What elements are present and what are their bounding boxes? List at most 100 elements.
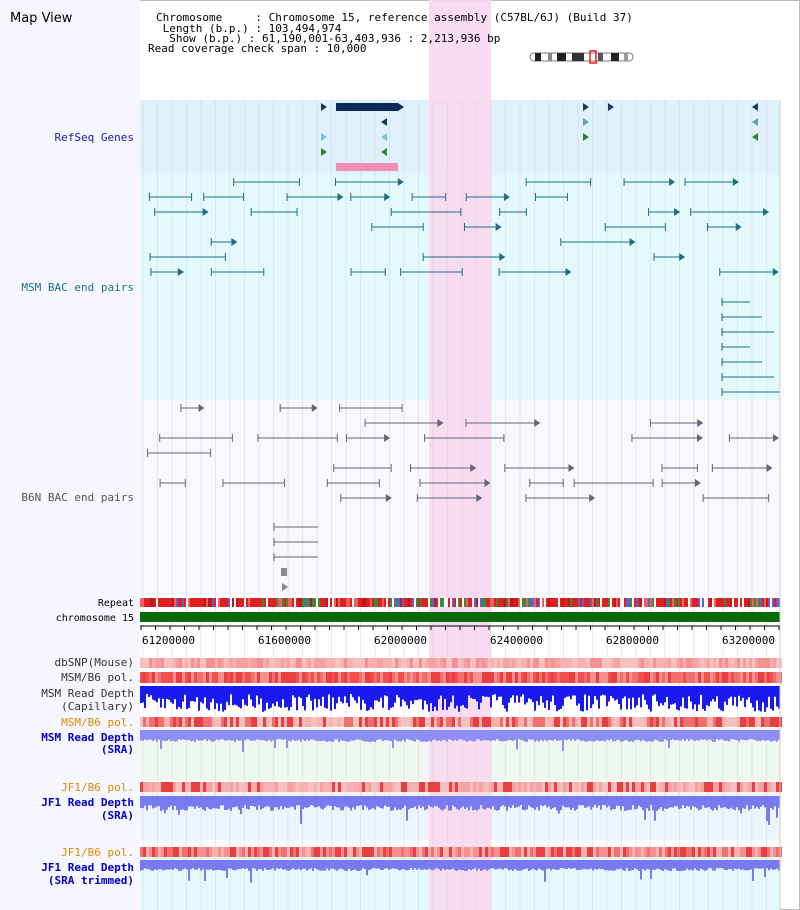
polymorphism-cell bbox=[365, 658, 368, 668]
polymorphism-cell bbox=[149, 672, 152, 683]
repeat-element bbox=[496, 598, 498, 607]
depth-bar bbox=[226, 730, 228, 741]
depth-bar bbox=[448, 796, 450, 811]
depth-bar bbox=[438, 730, 440, 741]
depth-bar bbox=[696, 860, 698, 871]
depth-bar bbox=[552, 730, 554, 741]
depth-bar bbox=[716, 796, 718, 811]
polymorphism-cell bbox=[215, 672, 218, 683]
depth-bar bbox=[176, 686, 178, 710]
depth-bar bbox=[770, 730, 772, 742]
depth-bar bbox=[144, 860, 146, 869]
polymorphism-cell bbox=[500, 672, 503, 683]
ideogram-band bbox=[535, 53, 541, 61]
repeat-element bbox=[734, 598, 736, 607]
polymorphism-cell bbox=[302, 782, 305, 792]
repeat-element bbox=[492, 598, 494, 607]
depth-bar bbox=[764, 730, 766, 741]
depth-bar bbox=[286, 730, 288, 749]
depth-bar bbox=[400, 730, 402, 742]
depth-bar bbox=[746, 730, 748, 741]
depth-bar bbox=[230, 796, 232, 811]
repeat-element bbox=[764, 598, 766, 607]
depth-bar bbox=[508, 730, 510, 741]
depth-bar bbox=[508, 860, 510, 871]
polymorphism-cell bbox=[452, 658, 455, 668]
polymorphism-cell bbox=[383, 672, 386, 683]
polymorphism-cell bbox=[623, 847, 626, 857]
depth-bar bbox=[144, 796, 146, 806]
polymorphism-cell bbox=[443, 672, 446, 683]
repeat-element bbox=[372, 598, 374, 607]
repeat-element bbox=[758, 598, 760, 607]
depth-bar bbox=[714, 860, 716, 871]
depth-bar bbox=[168, 730, 170, 740]
depth-bar bbox=[580, 860, 582, 870]
depth-bar bbox=[634, 730, 636, 741]
depth-bar bbox=[338, 686, 340, 697]
repeat-element bbox=[252, 598, 254, 607]
polymorphism-cell bbox=[152, 782, 155, 792]
depth-bar bbox=[654, 860, 656, 870]
depth-bar bbox=[208, 860, 210, 870]
repeat-element bbox=[248, 598, 250, 607]
depth-bar bbox=[346, 860, 348, 871]
polymorphism-cell bbox=[518, 847, 521, 857]
depth-bar bbox=[638, 730, 640, 740]
polymorphism-cell bbox=[398, 782, 401, 792]
chromosome-ideogram[interactable] bbox=[529, 50, 634, 64]
depth-bar bbox=[312, 730, 314, 740]
polymorphism-cell bbox=[629, 847, 632, 857]
b6n-bac-track[interactable] bbox=[146, 404, 779, 591]
polymorphism-cell bbox=[572, 847, 575, 857]
repeat-element bbox=[332, 598, 334, 607]
depth-bar bbox=[282, 686, 284, 700]
depth-bar bbox=[406, 686, 408, 706]
repeat-element bbox=[266, 598, 268, 607]
polymorphism-cell bbox=[305, 847, 308, 857]
repeat-element bbox=[708, 598, 710, 607]
depth-bar bbox=[156, 860, 158, 871]
polymorphism-cell bbox=[239, 782, 242, 792]
depth-bar bbox=[606, 686, 608, 707]
polymorphism-cell bbox=[464, 847, 467, 857]
depth-bar bbox=[364, 796, 366, 806]
polymorphism-cell bbox=[644, 782, 647, 792]
repeat-element bbox=[458, 598, 460, 607]
polymorphism-cell bbox=[680, 847, 683, 857]
polymorphism-cell bbox=[734, 847, 737, 857]
highlight-region[interactable] bbox=[429, 0, 491, 910]
depth-bar bbox=[188, 860, 190, 881]
depth-bar bbox=[610, 860, 612, 871]
polymorphism-cell bbox=[671, 658, 674, 668]
depth-bar bbox=[712, 860, 714, 871]
polymorphism-cell bbox=[476, 672, 479, 683]
depth-bar bbox=[722, 796, 724, 808]
repeat-element bbox=[398, 598, 400, 607]
repeat-element bbox=[346, 598, 348, 607]
depth-bar bbox=[228, 730, 230, 741]
polymorphism-cell bbox=[719, 847, 722, 857]
refseq-genes-track[interactable] bbox=[321, 103, 758, 171]
msm-bac-track[interactable] bbox=[148, 178, 780, 396]
depth-bar bbox=[686, 796, 688, 807]
polymorphism-cell bbox=[683, 658, 686, 668]
depth-bar bbox=[622, 796, 624, 807]
polymorphism-cell bbox=[641, 782, 644, 792]
depth-bar bbox=[168, 860, 170, 870]
depth-bar bbox=[578, 796, 580, 806]
depth-bar bbox=[300, 730, 302, 742]
polymorphism-cell bbox=[773, 847, 776, 857]
polymorphism-cell bbox=[281, 782, 284, 792]
polymorphism-cell bbox=[692, 672, 695, 683]
depth-bar bbox=[256, 796, 258, 810]
depth-bar bbox=[646, 860, 648, 870]
polymorphism-cell bbox=[512, 847, 515, 857]
depth-bar bbox=[380, 730, 382, 740]
depth-bar bbox=[628, 860, 630, 871]
depth-bar bbox=[314, 860, 316, 869]
depth-bar bbox=[434, 796, 436, 806]
depth-bar bbox=[466, 686, 468, 709]
polymorphism-cell bbox=[488, 717, 491, 727]
